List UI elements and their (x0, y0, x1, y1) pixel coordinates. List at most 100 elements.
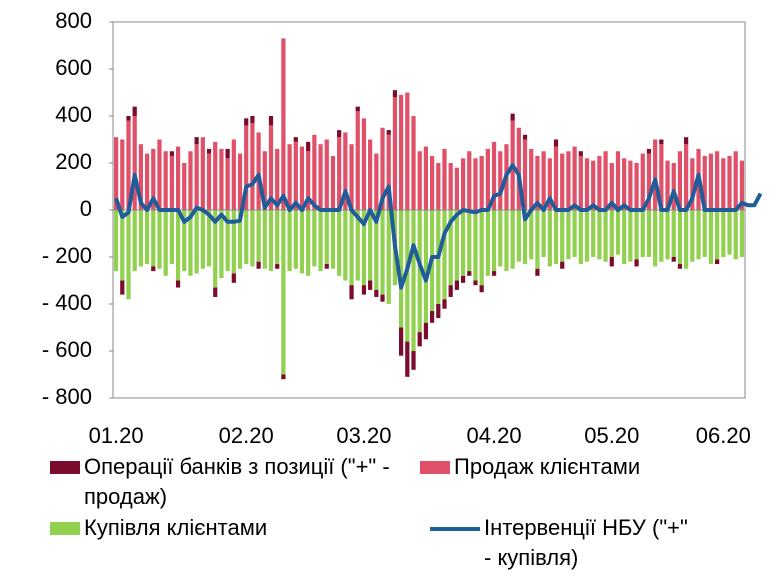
bar-segment (708, 153, 714, 210)
x-tick-label: 02.20 (219, 423, 274, 448)
y-tick-label: 400 (55, 102, 92, 127)
bar-segment (225, 210, 230, 272)
bar-segment (417, 210, 422, 333)
legend-label: Купівля клієнтами (84, 515, 268, 540)
bar-segment (392, 97, 398, 210)
bar-segment (628, 160, 633, 210)
bar-segment (535, 155, 540, 210)
bar-segment (584, 158, 590, 210)
bar-segment (188, 151, 193, 210)
bar-segment (454, 167, 459, 210)
bar-segment (175, 210, 181, 281)
bar-segment (299, 146, 305, 210)
bar-segment (293, 137, 298, 142)
bar-segment (411, 210, 416, 351)
bar-segment (715, 259, 720, 265)
bar-segment (343, 132, 348, 210)
bar-segment (454, 280, 459, 290)
bar-segment (436, 304, 441, 319)
bar-segment (739, 210, 745, 257)
bar-segment (337, 137, 342, 210)
bar-segment (231, 273, 236, 283)
bar-segment (547, 210, 552, 267)
bar-segment (268, 125, 274, 210)
bar-segment (634, 259, 639, 267)
bar-segment (113, 210, 119, 272)
bar-segment (213, 141, 218, 210)
bar-segment (659, 210, 664, 262)
bar-segment (560, 210, 565, 262)
bar-segment (343, 210, 348, 281)
bar-segment (615, 210, 621, 255)
bar-segment (423, 322, 429, 340)
bar-segment (256, 132, 261, 210)
bar-segment (584, 210, 590, 262)
y-tick-label: - 600 (42, 337, 92, 362)
bar-segment (237, 210, 243, 269)
bar-segment (256, 210, 261, 262)
bar-segment (690, 158, 695, 210)
bar-segment (646, 148, 652, 154)
bar-segment (275, 210, 280, 265)
bar-segment (628, 210, 633, 262)
bar-segment (553, 139, 559, 147)
bar-segment (535, 268, 540, 276)
bar-segment (733, 151, 738, 210)
bar-segment (529, 148, 534, 210)
bar-segment (219, 148, 224, 210)
bar-segment (330, 155, 336, 210)
bar-segment (120, 139, 125, 210)
bar-segment (169, 155, 174, 210)
bar-segment (324, 210, 329, 265)
bar-segment (405, 210, 410, 342)
bar-segment (250, 210, 255, 267)
legend-label: Операції банків з позиції ("+" - продаж) (84, 454, 390, 509)
bar-segment (306, 210, 311, 276)
bar-segment (126, 120, 131, 210)
bar-segment (454, 210, 459, 281)
bar-segment (256, 261, 261, 269)
bar-segment (566, 210, 571, 260)
bar-segment (702, 210, 707, 257)
bar-segment (120, 210, 125, 281)
bar-segment (287, 144, 292, 210)
legend-swatch (50, 461, 80, 474)
y-tick-label: 200 (55, 149, 92, 174)
bar-segment (640, 210, 645, 257)
bar-segment (665, 160, 670, 210)
bar-segment (281, 210, 286, 375)
bar-segment (368, 210, 373, 281)
bar-segment (188, 210, 193, 276)
bar-segment (436, 163, 441, 210)
bar-segment (448, 210, 453, 286)
bar-segment (355, 111, 360, 210)
bar-segment (231, 139, 236, 210)
bar-segment (132, 106, 137, 116)
bar-segment (715, 210, 720, 260)
bar-segment (399, 327, 404, 356)
bar-segment (423, 146, 429, 210)
bar-segment (733, 210, 738, 260)
bar-segment (361, 210, 367, 286)
bar-segment (485, 210, 490, 276)
bar-segment (547, 158, 552, 210)
bar-segment (182, 163, 187, 210)
bar-segment (175, 146, 181, 210)
bar-segment (467, 271, 472, 276)
bar-segment (244, 118, 249, 126)
bar-segment (380, 210, 385, 295)
bar-segment (696, 210, 701, 260)
bar-segment (442, 148, 447, 210)
bar-segment (417, 332, 422, 347)
bar-segment (194, 210, 199, 274)
bar-segment (498, 151, 503, 210)
bar-segment (157, 139, 162, 210)
bar-segment (473, 158, 478, 210)
bar-segment (151, 210, 156, 267)
bar-segment (126, 210, 131, 300)
bar-segment (721, 158, 726, 210)
bar-segment (299, 210, 305, 274)
bar-segment (591, 210, 596, 257)
bar-segment (194, 137, 199, 145)
bar-segment (262, 210, 267, 269)
